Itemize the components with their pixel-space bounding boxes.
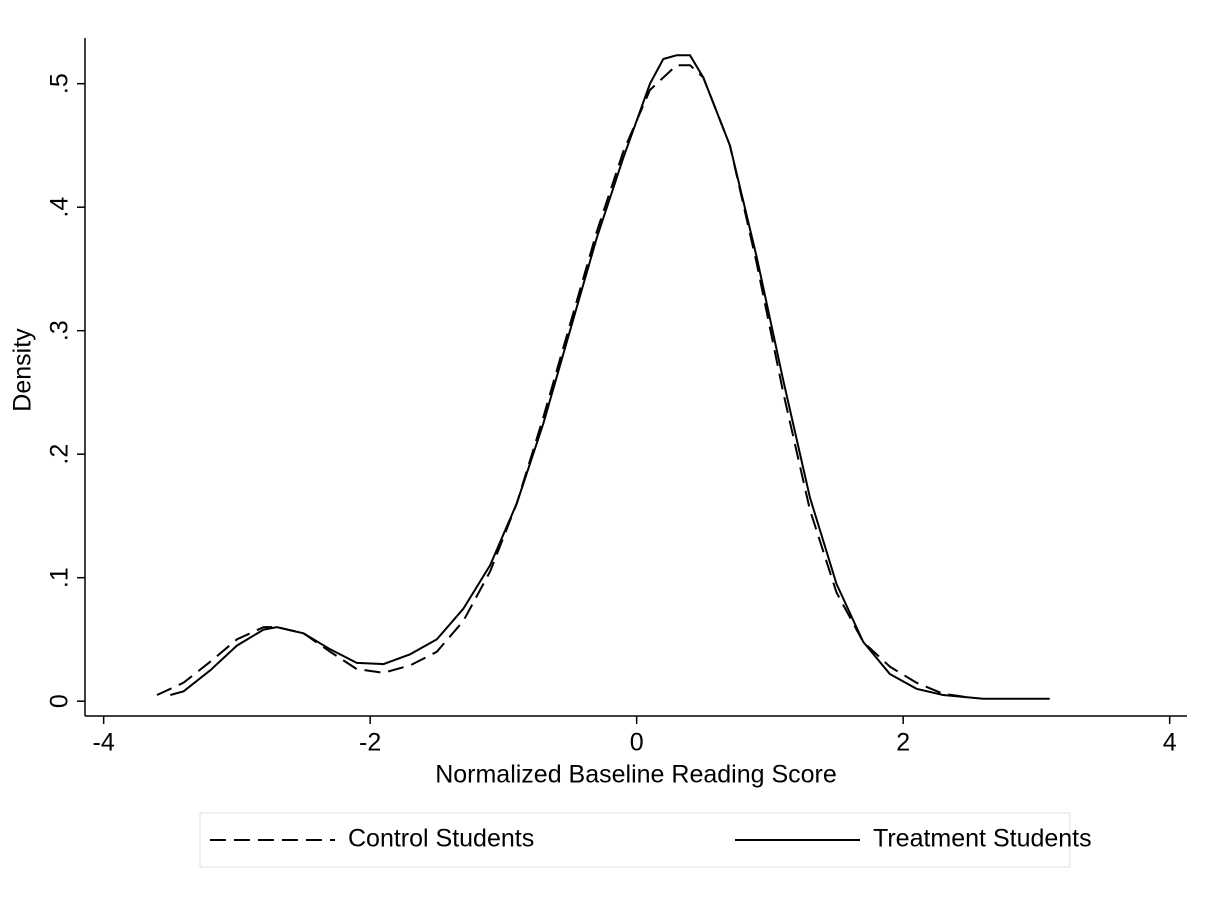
y-tick-label: .1 <box>46 567 74 588</box>
x-tick-label: 2 <box>896 729 910 757</box>
x-tick-label: 4 <box>1163 729 1177 757</box>
x-tick-label: -4 <box>93 729 115 757</box>
y-tick-label: .5 <box>46 73 74 94</box>
y-tick-label: .3 <box>46 320 74 341</box>
y-tick-label: .4 <box>46 197 74 218</box>
y-tick-label: 0 <box>46 694 74 708</box>
density-line <box>170 54 1050 700</box>
y-axis-label: Density <box>9 328 37 412</box>
legend-label: Control Students <box>348 825 534 853</box>
x-tick-label: -2 <box>359 729 381 757</box>
y-tick-label: .2 <box>46 444 74 465</box>
legend-box <box>199 812 1071 868</box>
legend-label: Treatment Students <box>873 825 1092 853</box>
x-tick-label: 0 <box>630 729 644 757</box>
x-axis-label: Normalized Baseline Reading Score <box>435 761 837 789</box>
